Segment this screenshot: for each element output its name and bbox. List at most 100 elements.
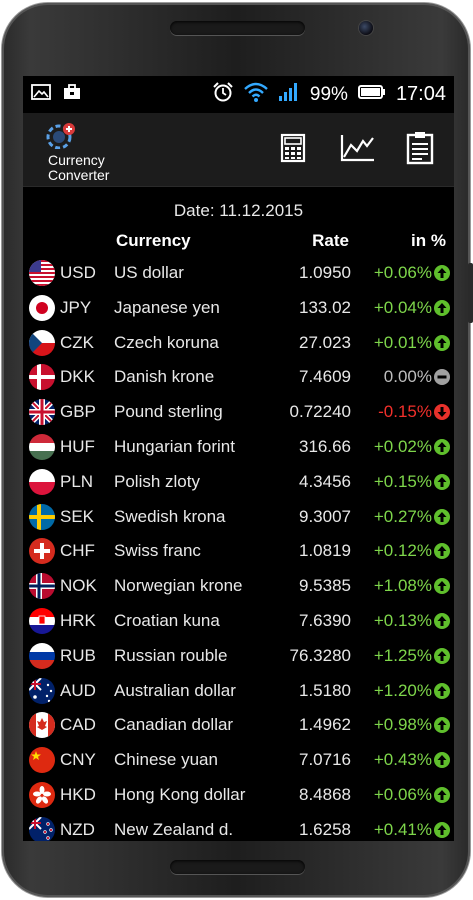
table-header: Currency Rate in %: [23, 223, 454, 255]
bottom-speaker: [170, 860, 305, 874]
app-title-line1: Currency: [48, 152, 105, 168]
currency-row-hkd[interactable]: HKD Hong Kong dollar 8.4868 +0.06%: [23, 777, 454, 812]
flag-no-icon: [29, 573, 55, 600]
trend-up-icon: [434, 299, 450, 316]
currency-name: Russian rouble: [114, 645, 228, 665]
wifi-icon: [244, 82, 268, 108]
flag-hr-icon: [29, 607, 55, 634]
currency-rate: 9.5385: [299, 576, 351, 596]
flag-pl-icon: [29, 468, 55, 495]
change-percent: 0.00%: [383, 367, 432, 387]
flag-hk-icon: [29, 781, 55, 808]
currency-code: NZD: [60, 819, 95, 839]
currency-rate: 7.6390: [299, 610, 351, 630]
change-percent: +0.13%: [373, 610, 432, 630]
trend-up-icon: [434, 612, 450, 629]
currency-name: Swiss franc: [114, 541, 201, 561]
alarm-icon: [212, 81, 234, 108]
currency-rate: 0.72240: [289, 402, 351, 422]
briefcase-icon: [63, 84, 81, 105]
currency-name: Hong Kong dollar: [114, 784, 246, 804]
app-logo-icon[interactable]: [45, 121, 81, 150]
clipboard-icon[interactable]: [403, 131, 437, 165]
currency-name: Danish krone: [114, 367, 215, 387]
clock: 17:04: [395, 83, 446, 105]
currency-name: Japanese yen: [114, 297, 220, 317]
currency-name: New Zealand d.: [114, 819, 234, 839]
battery-percent: 99%: [309, 83, 348, 105]
currency-row-nzd[interactable]: NZD New Zealand d. 1.6258 +0.41%: [23, 812, 454, 841]
currency-row-dkk[interactable]: DKK Danish krone 7.4609 0.00%: [23, 359, 454, 394]
currency-rate: 27.023: [299, 332, 351, 352]
trend-up-icon: [434, 578, 450, 595]
currency-name: Pound sterling: [114, 402, 223, 422]
currency-code: DKK: [60, 367, 95, 387]
change-percent: +0.43%: [373, 750, 432, 770]
currency-row-huf[interactable]: HUF Hungarian forint 316.66 +0.02%: [23, 429, 454, 464]
currency-name: Norwegian krone: [114, 576, 243, 596]
currency-row-nok[interactable]: NOK Norwegian krone 9.5385 +1.08%: [23, 568, 454, 603]
currency-row-usd[interactable]: USD US dollar 1.0950 +0.06%: [23, 255, 454, 290]
trend-up-icon: [434, 821, 450, 838]
flag-hu-icon: [29, 433, 55, 460]
currency-rate: 316.66: [299, 436, 351, 456]
currency-row-pln[interactable]: PLN Polish zloty 4.3456 +0.15%: [23, 464, 454, 499]
action-bar: Currency Converter: [23, 113, 454, 187]
currency-name: Canadian dollar: [114, 715, 234, 735]
currency-name: Hungarian forint: [114, 436, 235, 456]
change-percent: +0.41%: [373, 819, 432, 839]
gallery-icon: [31, 84, 51, 105]
currency-rate: 8.4868: [299, 784, 351, 804]
battery-icon: [357, 83, 386, 106]
flag-nz-icon: [29, 816, 55, 841]
currency-rate: 4.3456: [299, 471, 351, 491]
currency-name: Swedish krona: [114, 506, 226, 526]
currency-row-gbp[interactable]: GBP Pound sterling 0.72240 -0.15%: [23, 394, 454, 429]
currency-code: HRK: [60, 610, 96, 630]
currency-row-cny[interactable]: CNY Chinese yuan 7.0716 +0.43%: [23, 742, 454, 777]
change-percent: +1.08%: [373, 576, 432, 596]
trend-up-icon: [434, 473, 450, 490]
phone-frame: 99% 17:04 Currency Converter: [2, 3, 473, 897]
currency-code: AUD: [60, 680, 96, 700]
currency-name: Czech koruna: [114, 332, 219, 352]
top-speaker: [170, 21, 305, 35]
change-percent: +0.15%: [373, 471, 432, 491]
status-bar: 99% 17:04: [23, 76, 454, 113]
app-title-line2: Converter: [48, 167, 110, 183]
currency-row-rub[interactable]: RUB Russian rouble 76.3280 +1.25%: [23, 638, 454, 673]
flag-cn-icon: [29, 747, 55, 774]
chart-icon[interactable]: [338, 131, 376, 165]
trend-down-icon: [434, 404, 450, 421]
currency-name: Polish zloty: [114, 471, 200, 491]
rates-date: Date: 11.12.2015: [173, 201, 304, 220]
header-change: in %: [411, 231, 446, 250]
currency-row-aud[interactable]: AUD Australian dollar 1.5180 +1.20%: [23, 673, 454, 708]
trend-up-icon: [434, 334, 450, 351]
side-button: [468, 263, 473, 323]
header-currency: Currency: [116, 231, 191, 250]
app-title: Currency Converter: [48, 153, 109, 183]
change-percent: +0.06%: [373, 263, 432, 282]
currency-rate: 133.02: [299, 297, 351, 317]
trend-up-icon: [434, 717, 450, 734]
currency-name: US dollar: [114, 263, 184, 282]
currency-code: HKD: [60, 784, 96, 804]
trend-up-icon: [434, 647, 450, 664]
currency-code: CNY: [60, 750, 96, 770]
currency-name: Chinese yuan: [114, 750, 218, 770]
flag-jp-icon: [29, 294, 55, 321]
currency-rate: 1.4962: [299, 715, 351, 735]
currency-row-sek[interactable]: SEK Swedish krona 9.3007 +0.27%: [23, 499, 454, 534]
calculator-icon[interactable]: [276, 131, 310, 165]
currency-row-chf[interactable]: CHF Swiss franc 1.0819 +0.12%: [23, 533, 454, 568]
currency-row-czk[interactable]: CZK Czech koruna 27.023 +0.01%: [23, 325, 454, 360]
currency-row-hrk[interactable]: HRK Croatian kuna 7.6390 +0.13%: [23, 603, 454, 638]
change-percent: +0.01%: [373, 332, 432, 352]
currency-row-jpy[interactable]: JPY Japanese yen 133.02 +0.04%: [23, 290, 454, 325]
currency-rate: 1.0950: [299, 263, 351, 282]
currency-name: Australian dollar: [114, 680, 236, 700]
flag-dk-icon: [29, 364, 55, 391]
currency-rate: 1.0819: [299, 541, 351, 561]
currency-row-cad[interactable]: CAD Canadian dollar 1.4962 +0.98%: [23, 707, 454, 742]
